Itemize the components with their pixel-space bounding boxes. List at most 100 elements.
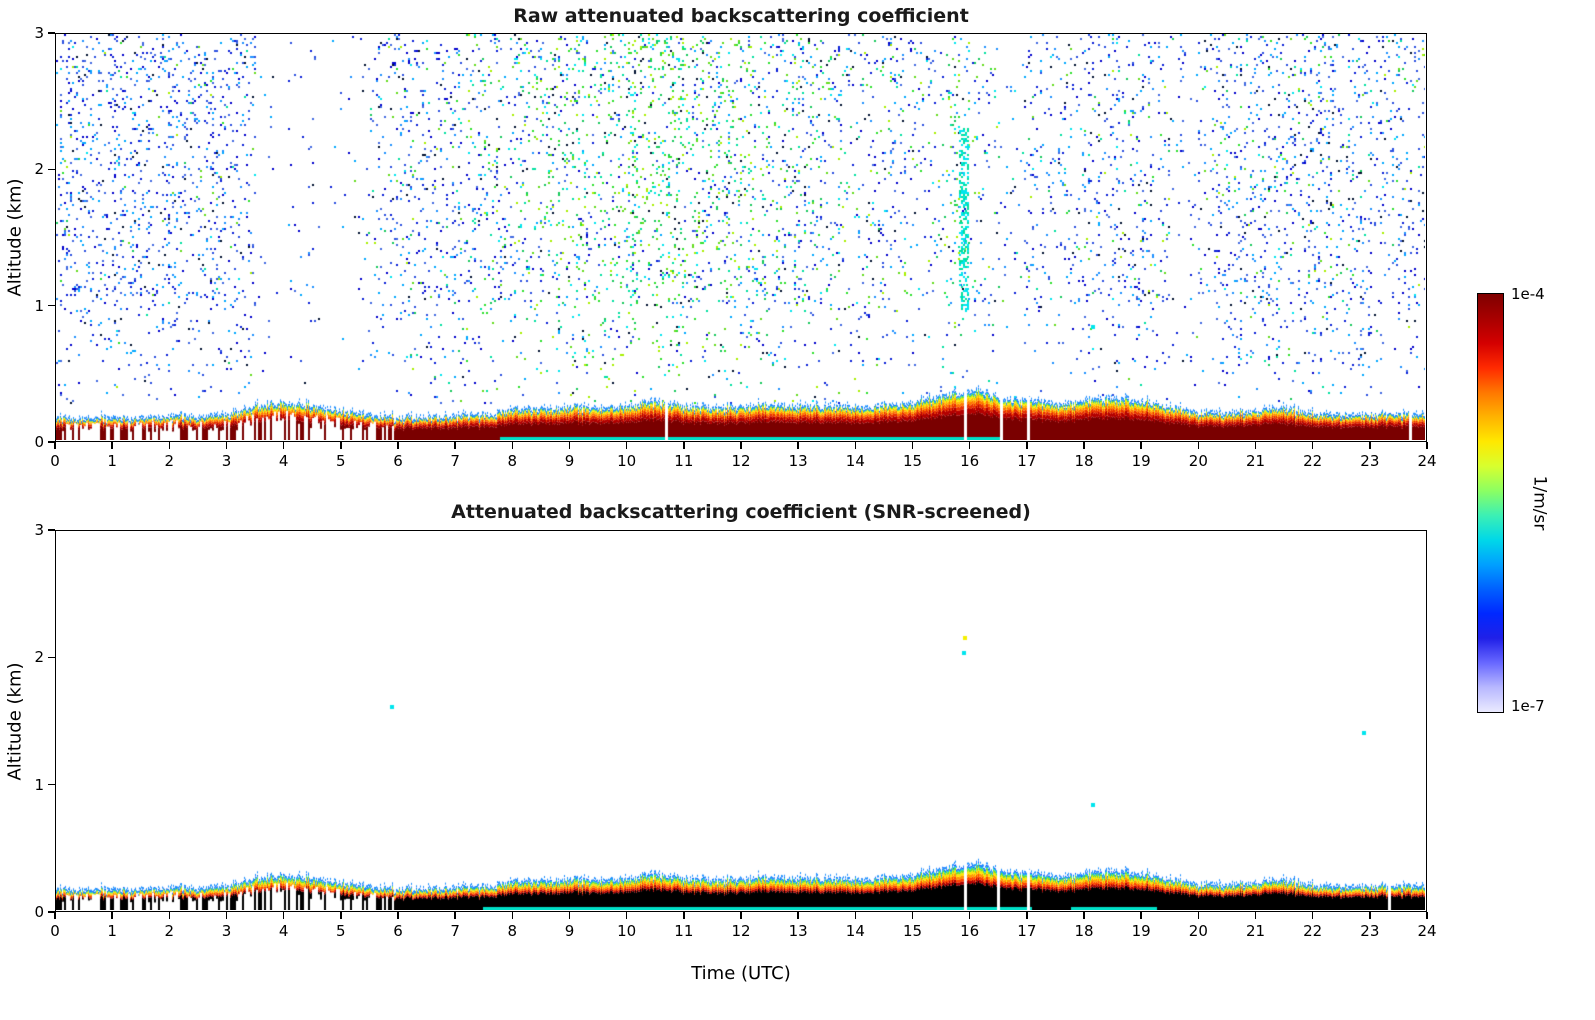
x-tick-label: 19: [1131, 452, 1151, 470]
x-tick: [1311, 442, 1314, 449]
x-tick-label: 14: [845, 452, 865, 470]
x-tick-label: 10: [617, 922, 637, 940]
x-tick-label: 13: [788, 452, 808, 470]
x-tick: [397, 912, 399, 919]
x-axis-label: Time (UTC): [691, 963, 791, 984]
y-tick-label: 3: [34, 24, 44, 42]
panel-screened-ylabel: Altitude (km): [2, 530, 28, 912]
y-tick-label: 0: [34, 903, 44, 921]
x-tick: [168, 912, 171, 919]
x-tick-label: 12: [731, 922, 751, 940]
x-tick-label: 2: [164, 922, 175, 940]
x-tick: [340, 912, 342, 919]
y-tick-label: 2: [34, 160, 44, 179]
x-tick-label: 0: [50, 922, 60, 940]
x-tick: [1140, 912, 1142, 919]
x-tick-label: 9: [564, 452, 575, 470]
x-tick: [168, 442, 171, 449]
x-tick-label: 21: [1245, 922, 1266, 940]
x-tick: [282, 442, 285, 449]
x-tick-label: 20: [1188, 922, 1208, 940]
x-tick: [454, 442, 456, 449]
x-tick-label: 15: [902, 452, 923, 470]
x-tick: [1083, 912, 1085, 919]
panel-raw-ylabel-text: Altitude (km): [4, 178, 26, 297]
colorbar: [1477, 293, 1504, 713]
x-tick-label: 24: [1417, 922, 1437, 940]
x-tick: [225, 912, 228, 919]
x-tick: [1369, 912, 1371, 919]
x-tick-label: 20: [1188, 452, 1208, 470]
x-tick: [511, 442, 514, 449]
x-tick-label: 13: [788, 922, 808, 940]
y-tick-label: 1: [34, 296, 44, 315]
y-tick: [48, 911, 55, 913]
x-tick: [1026, 442, 1028, 449]
x-tick-label: 21: [1245, 452, 1266, 470]
x-tick-label: 4: [278, 452, 289, 470]
x-tick-label: 23: [1360, 922, 1380, 940]
x-tick: [1197, 912, 1200, 919]
x-tick: [1026, 912, 1028, 919]
x-tick: [911, 442, 914, 449]
x-tick-label: 19: [1131, 922, 1151, 940]
y-tick: [48, 783, 55, 786]
x-tick-label: 12: [731, 452, 751, 470]
x-tick: [1083, 442, 1085, 449]
x-tick-label: 7: [450, 922, 460, 940]
panel-raw-title: Raw attenuated backscattering coefficien…: [513, 5, 969, 27]
x-tick-label: 0: [50, 452, 60, 470]
x-tick: [797, 442, 799, 449]
x-tick-label: 1: [107, 922, 117, 940]
x-tick: [1254, 442, 1257, 449]
x-tick: [1369, 442, 1371, 449]
panel-screened-plot: [55, 530, 1427, 912]
x-tick: [1140, 442, 1142, 449]
x-tick: [740, 442, 742, 449]
y-tick: [48, 32, 55, 34]
x-tick-label: 11: [674, 922, 694, 940]
x-tick-label: 16: [960, 922, 980, 940]
panel-screened-title: Attenuated backscattering coefficient (S…: [451, 501, 1031, 523]
x-tick: [625, 912, 628, 919]
colorbar-min-label: 1e-7: [1511, 697, 1545, 715]
y-tick-label: 2: [34, 648, 44, 667]
x-tick-label: 7: [450, 452, 460, 470]
panel-raw-heatmap: [56, 34, 1425, 440]
y-tick: [48, 441, 55, 443]
x-tick: [683, 912, 685, 919]
x-tick-label: 5: [336, 452, 346, 470]
x-tick-label: 11: [674, 452, 694, 470]
panel-screened-heatmap: [56, 531, 1425, 910]
panel-raw-ylabel: Altitude (km): [2, 33, 28, 442]
x-tick-label: 2: [164, 452, 175, 470]
x-tick-label: 14: [845, 922, 865, 940]
x-tick: [282, 912, 285, 919]
x-tick-label: 16: [960, 452, 980, 470]
x-tick-label: 24: [1417, 452, 1437, 470]
x-tick: [454, 912, 456, 919]
x-tick: [683, 442, 685, 449]
y-tick-label: 1: [34, 775, 44, 794]
x-tick: [854, 442, 857, 449]
y-tick: [48, 168, 55, 171]
x-tick: [225, 442, 228, 449]
x-tick: [111, 912, 113, 919]
colorbar-units-text: 1/m/sr: [1529, 475, 1549, 531]
x-tick-label: 22: [1303, 452, 1323, 470]
x-tick: [54, 442, 56, 449]
x-tick-label: 8: [507, 922, 518, 940]
x-tick: [911, 912, 914, 919]
x-tick: [1197, 442, 1200, 449]
colorbar-units: 1/m/sr: [1526, 293, 1552, 713]
y-tick: [48, 656, 55, 659]
y-tick: [48, 529, 55, 531]
x-tick: [1426, 442, 1428, 449]
x-tick: [797, 912, 799, 919]
x-tick: [1311, 912, 1314, 919]
x-tick: [1426, 912, 1428, 919]
x-tick: [1254, 912, 1257, 919]
x-tick-label: 1: [107, 452, 117, 470]
x-tick-label: 6: [393, 452, 403, 470]
x-tick: [968, 912, 971, 919]
